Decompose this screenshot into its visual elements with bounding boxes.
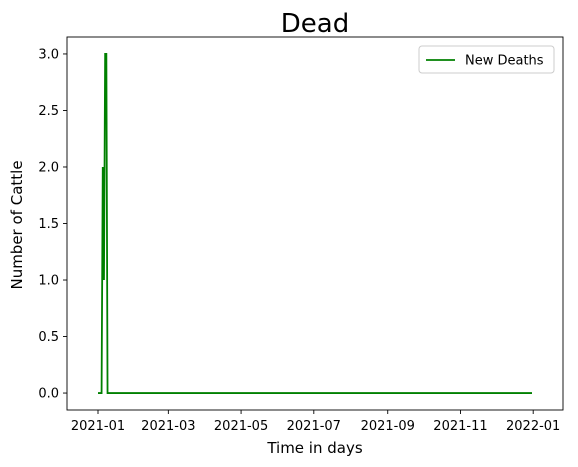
- chart-title: Dead: [281, 9, 349, 39]
- x-tick-label: 2021-03: [141, 419, 195, 434]
- legend: New Deaths: [418, 45, 555, 74]
- legend-box: [418, 45, 555, 74]
- y-axis-title: Number of Cattle: [8, 160, 26, 289]
- plot-frame: [66, 36, 564, 411]
- x-tick-label: 2021-09: [361, 419, 415, 434]
- plot-area: [66, 36, 564, 411]
- y-tick-label: 0.0: [38, 387, 59, 402]
- x-tick-label: 2021-11: [433, 419, 487, 434]
- y-tick-label: 2.5: [38, 104, 59, 119]
- series-line-new-deaths: [98, 53, 532, 394]
- x-axis-ticks: 2021-01 2021-03 2021-05 2021-07 2021-09 2021-…: [71, 410, 560, 434]
- x-tick-label: 2022-01: [506, 419, 560, 434]
- y-tick-label: 0.5: [38, 330, 59, 345]
- x-tick-label: 2021-01: [71, 419, 125, 434]
- y-tick-label: 2.0: [38, 160, 59, 175]
- y-axis-ticks: 0.0 0.5 1.0 1.5 2.0 2.5 3.0: [38, 47, 67, 402]
- y-tick-label: 1.5: [38, 217, 59, 232]
- y-tick-label: 1.0: [38, 274, 59, 289]
- x-axis-title: Time in days: [266, 439, 363, 457]
- y-tick-label: 3.0: [38, 47, 59, 62]
- x-tick-label: 2021-05: [214, 419, 268, 434]
- x-tick-label: 2021-07: [287, 419, 341, 434]
- legend-label: New Deaths: [465, 54, 544, 69]
- series-layer: [98, 53, 532, 394]
